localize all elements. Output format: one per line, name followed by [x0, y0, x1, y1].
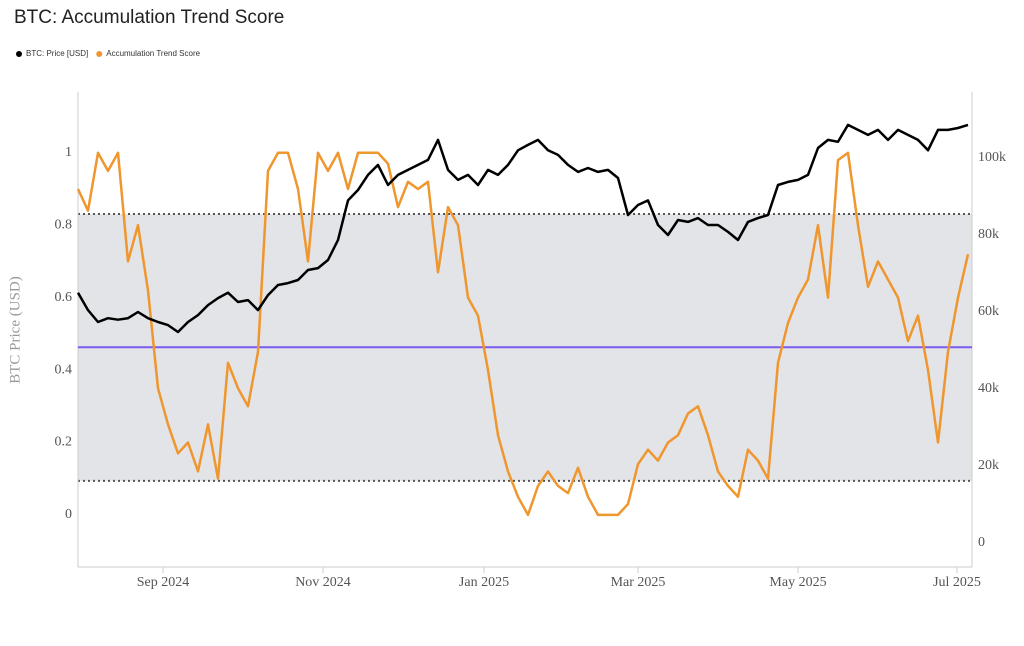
- x-tick-label: Mar 2025: [611, 575, 666, 590]
- y-tick-label: 0.6: [55, 290, 73, 305]
- y-tick-label: 0.4: [55, 362, 73, 377]
- x-tick-label: Jul 2025: [933, 575, 981, 590]
- series-line: [76, 151, 970, 517]
- y-tick-label: 0.8: [55, 217, 73, 232]
- y-tick-label: 1: [65, 145, 72, 160]
- series-line: [76, 123, 969, 334]
- legend-marker: [16, 51, 22, 57]
- x-tick-label: May 2025: [769, 575, 826, 590]
- y-tick-label: 0.2: [55, 435, 73, 450]
- y-axis-label: BTC Price (USD): [7, 276, 23, 384]
- y2-tick-label: 100k: [978, 150, 1006, 165]
- y2-tick-label: 40k: [978, 381, 999, 396]
- y2-tick-label: 20k: [978, 458, 999, 473]
- y-tick-label: 0: [65, 507, 72, 522]
- x-tick-label: Nov 2024: [295, 575, 351, 590]
- chart-title: BTC: Accumulation Trend Score: [14, 7, 284, 28]
- legend-marker: [96, 51, 103, 57]
- x-tick-label: Sep 2024: [137, 575, 190, 590]
- legend-label: BTC: Price [USD]: [26, 49, 88, 58]
- y2-tick-label: 0: [978, 535, 985, 550]
- y2-tick-label: 60k: [978, 304, 999, 319]
- x-tick-label: Jan 2025: [459, 575, 509, 590]
- legend-label: Accumulation Trend Score: [106, 49, 200, 58]
- y2-tick-label: 80k: [978, 227, 999, 242]
